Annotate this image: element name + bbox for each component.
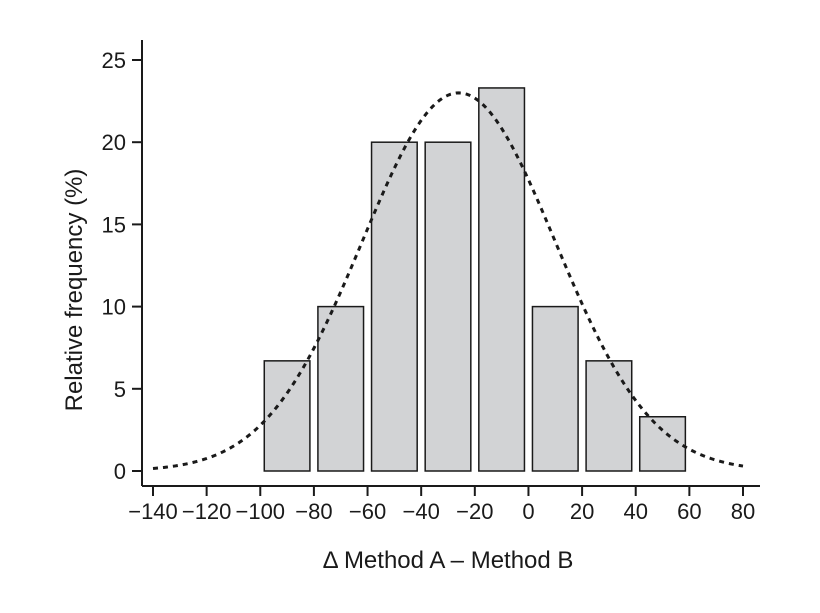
x-tick-label-8: 20 <box>570 499 594 524</box>
x-tick-label-5: −40 <box>403 499 440 524</box>
histogram-bar-5 <box>531 305 579 472</box>
normal-curve <box>152 91 744 470</box>
x-tick-label-4: −60 <box>349 499 386 524</box>
histogram-bar-0 <box>263 360 311 472</box>
histogram-bar-2 <box>370 141 418 472</box>
histogram-bar-7 <box>638 415 687 472</box>
x-tick-label-1: −120 <box>182 499 232 524</box>
y-tick-label-5: 25 <box>102 48 126 73</box>
histogram-bar-1 <box>317 305 365 472</box>
x-tick-label-11: 80 <box>731 499 755 524</box>
y-tick-label-0: 0 <box>114 459 126 484</box>
x-tick-label-6: −20 <box>456 499 493 524</box>
y-tick-label-3: 15 <box>102 212 126 237</box>
x-tick-label-3: −80 <box>295 499 332 524</box>
x-tick-label-9: 40 <box>623 499 647 524</box>
x-ticks-group: −140 −120 −100 −80 −60 −40 −20 0 20 40 60 80 <box>128 486 755 524</box>
x-tick-label-0: −140 <box>128 499 178 524</box>
x-tick-label-2: −100 <box>235 499 285 524</box>
y-tick-label-4: 20 <box>102 130 126 155</box>
y-axis-title: Relative frequency (%) <box>61 169 88 412</box>
bars-group <box>263 87 687 472</box>
y-ticks-group: 0 5 10 15 20 25 <box>102 48 142 484</box>
histogram-bar-4 <box>478 87 526 472</box>
y-tick-label-1: 5 <box>114 377 126 402</box>
x-tick-label-7: 0 <box>522 499 534 524</box>
histogram-bar-6 <box>585 360 633 472</box>
histogram-bar-3 <box>424 141 472 472</box>
y-tick-label-2: 10 <box>102 295 126 320</box>
x-tick-label-10: 60 <box>677 499 701 524</box>
x-axis-title: Δ Method A – Method B <box>323 547 574 574</box>
